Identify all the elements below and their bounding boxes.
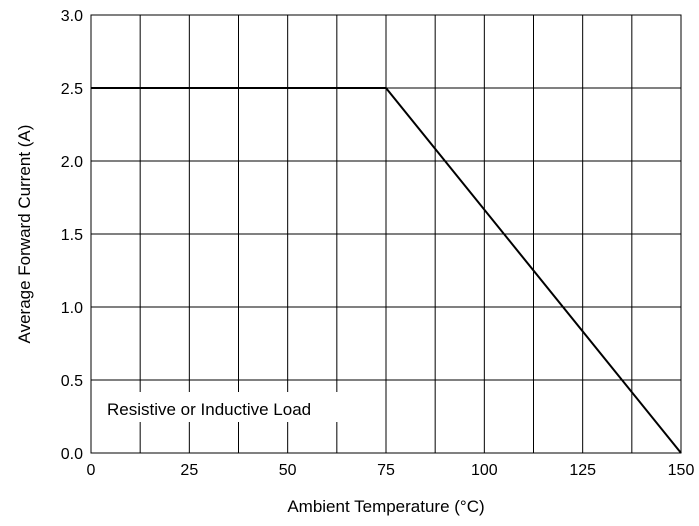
x-tick-label: 50 [279,462,297,479]
x-tick-label: 0 [87,462,96,479]
y-tick-label: 2.5 [61,81,83,98]
x-axis-label: Ambient Temperature (°C) [287,497,484,516]
y-tick-label: 0.0 [61,446,83,463]
y-tick-label: 2.0 [61,154,83,171]
y-tick-label: 1.0 [61,300,83,317]
y-axis-label: Average Forward Current (A) [15,125,34,344]
series-line-0 [91,87,682,454]
x-tick-label: 125 [569,462,596,479]
x-axis-ticks: 0 25 50 75 100 125 150 [87,462,695,479]
series-layer [91,87,682,454]
x-tick-label: 100 [471,462,498,479]
y-tick-label: 3.0 [61,8,83,25]
x-tick-label: 150 [668,462,695,479]
y-tick-label: 0.5 [61,373,83,390]
y-axis-ticks: 0.0 0.5 1.0 1.5 2.0 2.5 3.0 [61,8,83,463]
x-tick-label: 75 [377,462,395,479]
annotation-background [97,392,359,422]
annotation-resistive-inductive-load: Resistive or Inductive Load [107,400,311,419]
y-tick-label: 1.5 [61,227,83,244]
x-tick-label: 25 [180,462,198,479]
plot-area-frame [90,14,682,454]
